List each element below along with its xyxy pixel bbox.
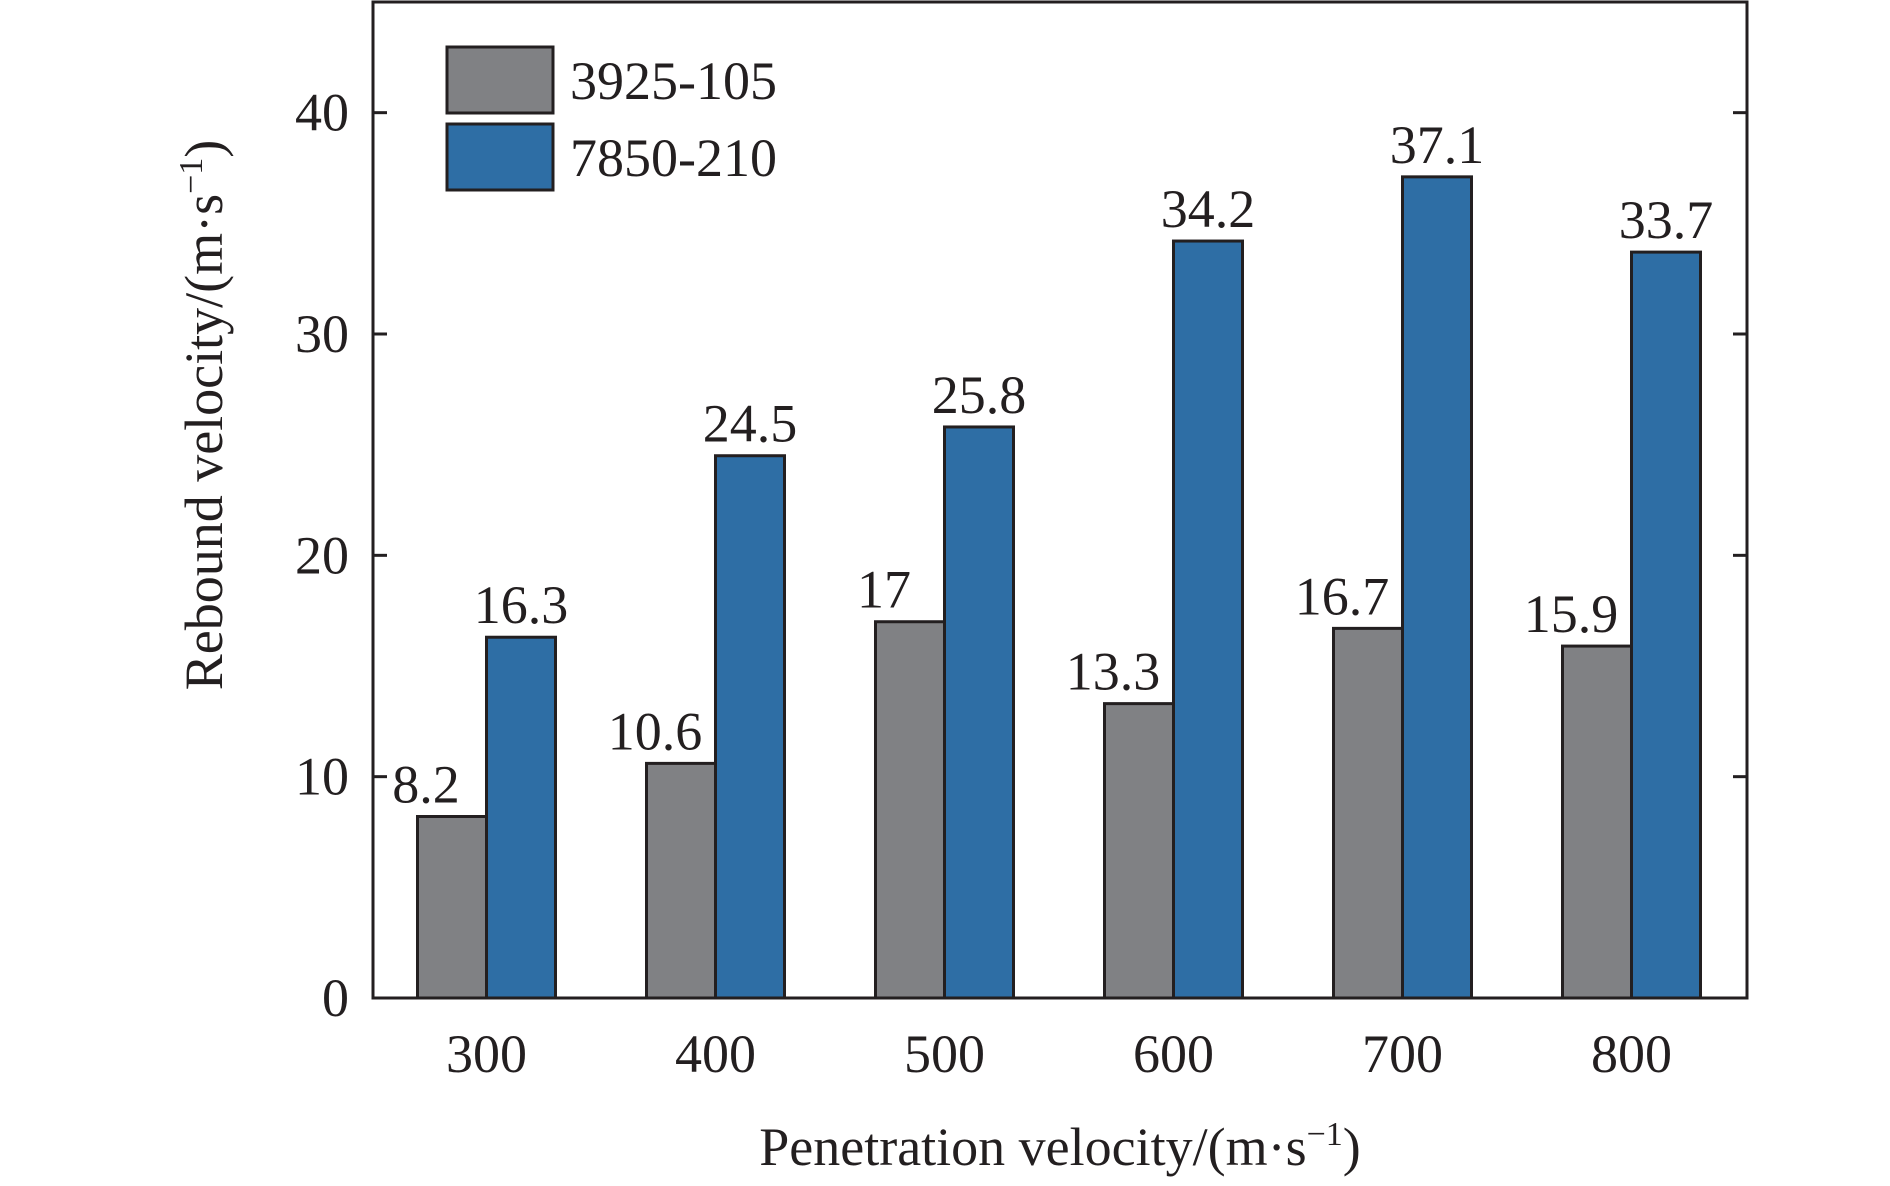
x-tick-label-500: 500 (904, 1024, 985, 1084)
value-label-7850-210-500: 25.8 (932, 365, 1027, 425)
x-axis-title: Penetration velocity/(m·s−1) (759, 1116, 1361, 1177)
axes-layer: 0 10 20 30 40 300 400 500 600 700 800 Penetration v… (173, 0, 1749, 1177)
value-label-3925-105-600: 13.3 (1066, 642, 1161, 702)
bar-7850-210-600 (1172, 239, 1244, 1000)
value-label-7850-210-300: 16.3 (474, 575, 569, 635)
y-axis-title-close: ) (174, 140, 234, 158)
y-axis-title-sup: −1 (173, 158, 210, 194)
x-tick-label-300: 300 (446, 1024, 527, 1084)
bar-3925-105-400 (645, 761, 717, 1000)
y-tick-label-0: 0 (322, 968, 349, 1028)
bar-7850-210-500 (943, 425, 1015, 1000)
legend: 3925-105 7850-210 (445, 45, 777, 192)
value-label-7850-210-700: 37.1 (1390, 115, 1485, 175)
value-labels-layer: 8.2 16.3 10.6 24.5 17 25.8 13.3 34.2 16.7 37.1 15.… (392, 115, 1713, 815)
bar-3925-105-500 (874, 620, 946, 1000)
bar-3925-105-300 (416, 815, 488, 1000)
bar-7850-210-700 (1401, 175, 1473, 1000)
value-label-3925-105-400: 10.6 (608, 701, 703, 761)
bar-7850-210-300 (485, 635, 557, 1000)
y-tick-label-20: 20 (295, 525, 349, 585)
value-label-3925-105-700: 16.7 (1295, 566, 1390, 626)
value-label-7850-210-600: 34.2 (1161, 179, 1256, 239)
value-label-3925-105-500: 17 (857, 560, 911, 620)
x-axis-title-sup: −1 (1307, 1116, 1343, 1153)
plot-frame (371, 0, 1749, 1000)
y-tick-label-40: 40 (295, 83, 349, 143)
bar-3925-105-600 (1103, 702, 1175, 1000)
legend-label-3925-105: 3925-105 (570, 51, 777, 111)
legend-swatch-3925-105 (445, 45, 555, 115)
x-tick-label-700: 700 (1362, 1024, 1443, 1084)
bar-3925-105-700 (1332, 626, 1404, 1000)
x-axis-title-main: Penetration velocity/(m·s (759, 1117, 1306, 1177)
bar-7850-210-400 (714, 454, 786, 1000)
x-axis-title-close: ) (1343, 1117, 1361, 1177)
y-tick-label-30: 30 (295, 304, 349, 364)
value-label-7850-210-400: 24.5 (703, 394, 798, 454)
legend-swatch-7850-210 (445, 122, 555, 192)
y-axis-title-main: Rebound velocity/(m·s (174, 194, 234, 690)
bars-layer (416, 175, 1702, 1000)
x-tick-label-600: 600 (1133, 1024, 1214, 1084)
value-label-3925-105-300: 8.2 (392, 755, 460, 815)
y-tick-label-10: 10 (295, 747, 349, 807)
x-tick-label-800: 800 (1591, 1024, 1672, 1084)
y-axis-title: Rebound velocity/(m·s−1) (173, 140, 234, 691)
bar-7850-210-800 (1630, 250, 1702, 1000)
x-tick-label-400: 400 (675, 1024, 756, 1084)
value-label-7850-210-800: 33.7 (1619, 190, 1714, 250)
legend-label-7850-210: 7850-210 (570, 128, 777, 188)
value-label-3925-105-800: 15.9 (1524, 584, 1619, 644)
bar-3925-105-800 (1561, 644, 1633, 1000)
